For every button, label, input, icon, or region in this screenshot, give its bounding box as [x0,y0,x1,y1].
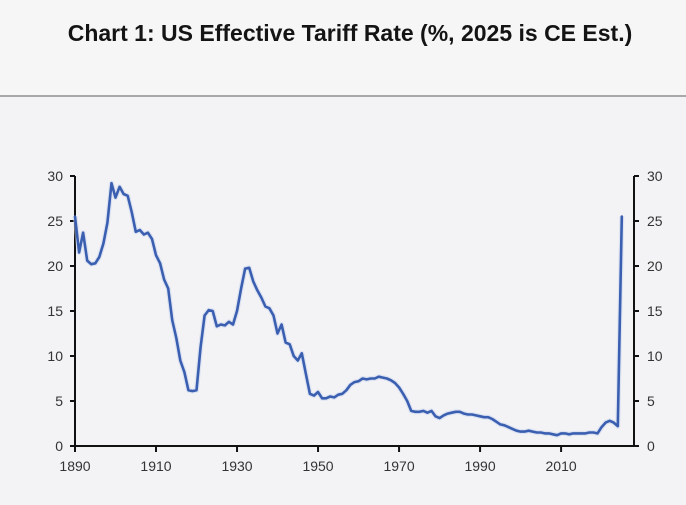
y-tick-label-left: 5 [55,393,63,409]
chart-header: Chart 1: US Effective Tariff Rate (%, 20… [0,0,686,96]
plot-area [72,180,625,438]
series-line-tariff-rate [73,181,624,437]
y-tick-label-right: 25 [647,213,663,229]
x-tick-label: 1970 [383,458,414,474]
x-tick-label: 1910 [140,458,171,474]
y-tick-label-right: 20 [647,258,663,274]
y-tick-label-right: 5 [647,393,655,409]
y-tick-label-left: 15 [47,303,63,319]
series-line-halo [72,180,625,438]
chart-title: Chart 1: US Effective Tariff Rate (%, 20… [67,20,633,46]
y-tick-label-right: 15 [647,303,663,319]
y-tick-label-left: 10 [47,348,63,364]
y-tick-label-right: 30 [647,168,663,184]
axes: 0 0 5 5 10 10 15 15 20 20 25 25 30 30 1890 1910 1930 1950… [47,168,662,474]
y-tick-label-right: 0 [647,438,655,454]
y-tick-label-left: 25 [47,213,63,229]
x-tick-label: 1950 [302,458,333,474]
x-tick-label: 1930 [221,458,252,474]
y-tick-label-left: 0 [55,438,63,454]
y-tick-label-left: 30 [47,168,63,184]
y-tick-label-left: 20 [47,258,63,274]
header-divider [0,95,686,97]
x-tick-label: 2010 [546,458,577,474]
x-tick-label: 1890 [59,458,90,474]
y-tick-label-right: 10 [647,348,663,364]
x-tick-label: 1990 [464,458,495,474]
